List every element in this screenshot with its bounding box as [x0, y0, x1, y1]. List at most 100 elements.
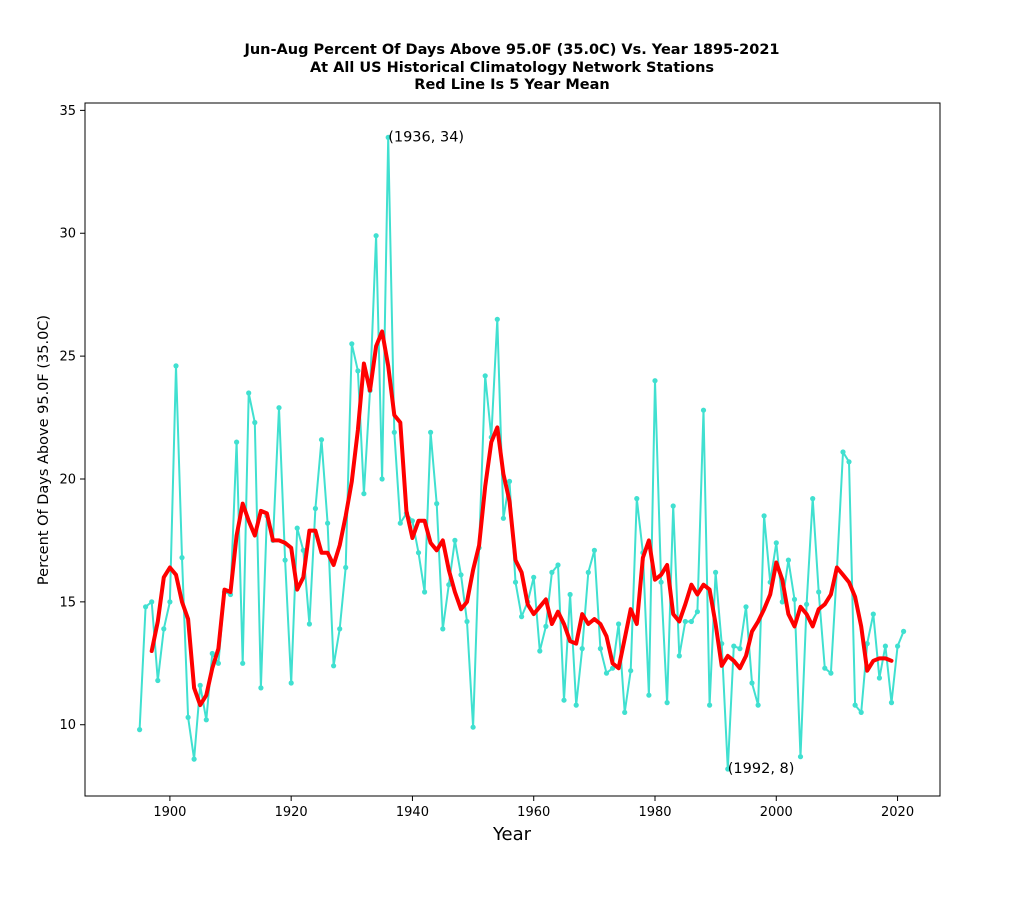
x-tick-label: 1940 [396, 805, 429, 820]
annual-data-point [258, 685, 264, 691]
annual-data-point [325, 520, 331, 526]
annual-data-point [428, 429, 434, 435]
annual-data-point [555, 562, 561, 568]
annual-data-point [494, 316, 500, 322]
annual-data-point [234, 439, 240, 445]
annual-data-point [137, 727, 143, 733]
annual-data-point [464, 618, 470, 625]
annual-data-point [409, 518, 415, 524]
annual-data-point [628, 668, 634, 674]
annual-data-point [355, 368, 361, 374]
annual-data-point [173, 363, 179, 369]
annual-data-point [731, 643, 737, 649]
annual-data-point [810, 496, 816, 502]
annual-data-point [816, 589, 822, 595]
title-line-1: Jun-Aug Percent Of Days Above 95.0F (35.… [243, 42, 779, 58]
annual-data-point [579, 646, 585, 652]
annual-data-point [876, 675, 883, 681]
annotation-layer: (1936, 34) (1992, 8) [388, 129, 794, 777]
annual-data-point [707, 702, 713, 708]
annual-data-point [755, 702, 761, 708]
annual-data-point [191, 756, 197, 762]
annual-data-point [822, 665, 828, 671]
annual-data-point [573, 702, 579, 708]
annual-data-point [276, 405, 282, 411]
annual-data-point [864, 641, 870, 647]
annual-data-point [343, 564, 349, 571]
annual-data-point [737, 646, 743, 652]
annual-data-point [797, 754, 804, 760]
annual-data-point [840, 449, 846, 455]
annual-data-point [616, 621, 622, 627]
y-tick-label: 25 [59, 350, 76, 365]
annual-data-point [373, 233, 379, 239]
annual-data-point [215, 660, 221, 666]
annual-data-point [646, 692, 652, 698]
annual-data-point [209, 650, 215, 657]
annual-data-point [288, 680, 294, 686]
annotation-label: (1992, 8) [728, 761, 795, 777]
annual-data-point [591, 547, 598, 553]
annual-data-point [143, 604, 149, 610]
x-axis-label: Year [492, 824, 532, 845]
x-tick-label: 1960 [517, 805, 550, 820]
annual-data-point [519, 614, 525, 620]
annual-data-point [300, 547, 306, 553]
annual-data-point [543, 623, 549, 630]
annual-data-point [312, 505, 318, 512]
annual-data-point [246, 390, 252, 396]
annual-data-point [682, 618, 688, 625]
annual-data-point [567, 591, 573, 598]
annual-data-point [349, 341, 355, 347]
x-tick-label: 1980 [638, 805, 671, 820]
annual-data-point [688, 618, 695, 625]
annual-data-point [167, 599, 173, 605]
annual-data-point [306, 621, 312, 627]
annual-data-point [500, 515, 506, 521]
annual-data-point [203, 717, 209, 723]
annual-data-point [282, 557, 288, 563]
annual-data-point [385, 134, 391, 140]
y-axis-label: Percent Of Days Above 95.0F (35.0C) [36, 315, 52, 585]
five-year-mean-line [149, 329, 894, 708]
annual-data-point [779, 599, 785, 605]
annual-data-point [743, 604, 749, 610]
annual-data-point [337, 626, 343, 632]
annual-data-point [482, 373, 488, 379]
annual-data-point [882, 643, 889, 649]
annual-data-point [676, 653, 682, 659]
annual-data-point [397, 520, 403, 526]
annual-data-point [361, 491, 367, 497]
annual-data-point [785, 557, 792, 563]
annual-data-point [694, 609, 701, 615]
annual-percent-line [138, 136, 905, 770]
annual-data-point [415, 550, 422, 556]
annual-data-point [858, 709, 864, 716]
annual-data-point [804, 601, 810, 607]
annual-data-point [622, 709, 628, 716]
annual-data-point [331, 663, 337, 669]
annual-data-point [870, 611, 876, 617]
annual-data-point [506, 478, 513, 484]
annual-data-point [252, 419, 258, 426]
y-tick-label: 15 [59, 595, 76, 610]
annual-data-point [149, 599, 155, 605]
annual-data-point [549, 569, 555, 576]
chart-title: Jun-Aug Percent Of Days Above 95.0F (35.… [243, 42, 779, 93]
annotation-label: (1936, 34) [388, 129, 464, 145]
annual-data-point [294, 525, 300, 531]
y-tick-label: 35 [59, 104, 76, 119]
annual-data-point [561, 697, 567, 703]
annual-data-point [422, 589, 428, 595]
annual-data-point [725, 766, 731, 772]
annual-data-point [155, 677, 161, 684]
annual-data-point [452, 537, 458, 544]
annual-data-point [458, 572, 464, 578]
annual-data-point [179, 555, 185, 561]
y-tick-label: 20 [59, 472, 76, 487]
annual-data-point [652, 378, 658, 384]
annual-data-point [537, 648, 543, 654]
plot-area-frame [84, 102, 941, 797]
annual-data-point [434, 501, 440, 507]
annual-data-point [470, 724, 476, 730]
